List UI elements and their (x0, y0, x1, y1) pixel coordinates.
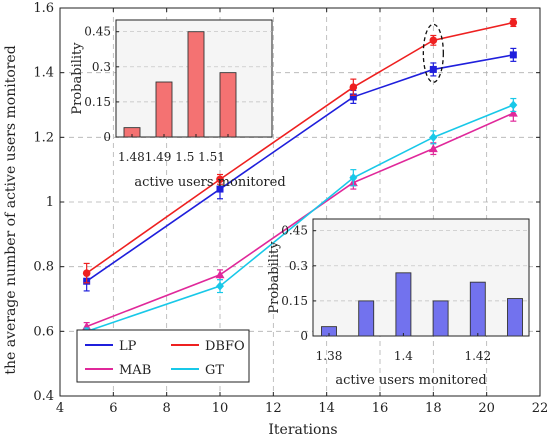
x-axis-title: Iterations (268, 422, 337, 438)
y-axis-title: the average number of active users monit… (3, 45, 19, 374)
x-tick-label: 12 (265, 401, 282, 416)
x-tick-label: 20 (478, 401, 495, 416)
inset-x-axis-title: active users monitored (134, 175, 285, 190)
x-tick-label: 18 (425, 401, 442, 416)
inset-bar (507, 298, 523, 337)
point-gt (509, 100, 518, 110)
series-dbfo (82, 18, 518, 284)
inset-x-tick-label: 1.42 (464, 349, 491, 363)
main-ticks: 4 6 8 10 12 14 16 18 20 22 0.4 0.6 0.8 1 1.2 1.4 1.6 (33, 1, 548, 416)
point-mab (215, 270, 225, 279)
y-tick-label: 1.6 (33, 1, 54, 16)
point-lp (349, 93, 357, 101)
legend-box (76, 329, 250, 383)
inset-bar (432, 300, 449, 337)
inset-y-tick-label: 0.15 (84, 95, 111, 109)
inset-bar (469, 281, 486, 337)
point-dbfo (429, 36, 438, 45)
inset-bar (219, 72, 237, 138)
legend-label-mab: MAB (119, 363, 151, 378)
inset-bottom: 0 0.15 0.3 0.45 Probability 1.38 1.4 1.42 active… (267, 218, 530, 388)
legend: LP DBFO MAB GT (76, 329, 250, 383)
inset-y-tick-label: 0.3 (289, 259, 308, 273)
x-tick-label: 10 (212, 401, 229, 416)
point-lp (509, 51, 517, 59)
x-tick-label: 4 (56, 401, 64, 416)
point-mab (508, 108, 518, 117)
x-tick-label: 8 (163, 401, 171, 416)
inset-y-axis-title: Probability (70, 42, 85, 115)
point-gt (429, 132, 438, 142)
x-tick-label: 22 (532, 401, 549, 416)
point-gt (216, 281, 224, 291)
inset-bar (155, 81, 173, 138)
inset-y-tick-label: 0 (103, 130, 111, 144)
y-tick-label: 1.4 (33, 66, 54, 81)
main-series (82, 18, 518, 336)
legend-label-lp: LP (119, 339, 137, 354)
x-tick-label: 16 (372, 401, 389, 416)
inset-y-tick-label: 0.45 (84, 25, 111, 39)
y-tick-label: 0.6 (33, 324, 54, 339)
point-mab (428, 144, 438, 153)
x-tick-label: 14 (318, 401, 335, 416)
point-lp (429, 65, 437, 73)
inset-y-tick-label: 0 (300, 329, 308, 343)
point-dbfo (349, 83, 358, 92)
legend-label-gt: GT (205, 363, 224, 378)
point-gt (349, 173, 358, 183)
point-dbfo (82, 269, 91, 277)
inset-x-axis-title: active users monitored (335, 373, 486, 388)
series-gt (82, 97, 518, 336)
point-lp (216, 185, 224, 193)
highlight-ellipse (422, 23, 444, 83)
y-tick-label: 0.8 (33, 260, 54, 275)
inset-y-tick-label: 0.3 (92, 60, 111, 74)
inset-x-tick-labels: 1.481.49 1.5 1.51 (118, 150, 225, 164)
inset-x-tick-label: 1.4 (394, 349, 413, 363)
inset-top: 0 0.15 0.3 0.45 Probability 1.481.49 1.5 1.51… (70, 19, 286, 190)
inset-y-tick-label: 0.15 (281, 294, 308, 308)
inset-y-axis-title: Probability (267, 241, 282, 314)
point-dbfo (216, 175, 224, 184)
x-tick-label: 6 (109, 401, 117, 416)
y-tick-label: 1 (46, 195, 54, 210)
inset-bar (358, 300, 375, 337)
point-dbfo (509, 18, 518, 27)
legend-label-dbfo: DBFO (205, 339, 245, 354)
inset-y-tick-label: 0.45 (281, 224, 308, 238)
inset-bar (395, 272, 412, 337)
y-tick-label: 1.2 (33, 130, 54, 145)
inset-x-tick-label: 1.38 (316, 349, 343, 363)
inset-bar (187, 31, 205, 138)
inset-frame (312, 218, 530, 337)
y-tick-label: 0.4 (33, 389, 54, 404)
